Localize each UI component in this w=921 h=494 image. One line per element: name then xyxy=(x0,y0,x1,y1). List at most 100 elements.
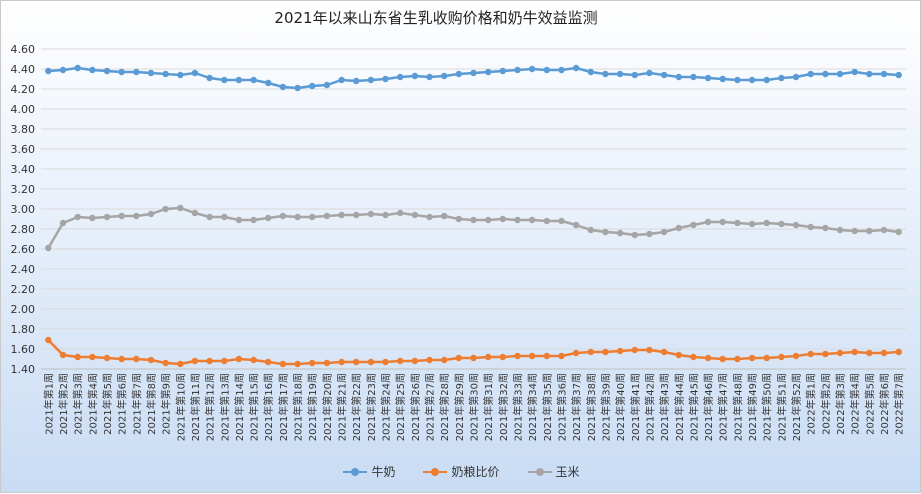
data-point xyxy=(74,64,81,72)
data-point xyxy=(133,355,140,363)
x-tick-label: 2021年第12周 xyxy=(204,373,217,441)
data-point xyxy=(792,73,800,81)
data-point xyxy=(279,360,287,368)
data-point xyxy=(177,204,184,212)
x-tick-label: 2021年第7周 xyxy=(130,373,143,435)
data-point xyxy=(353,211,360,219)
data-point xyxy=(690,353,697,361)
data-point xyxy=(45,244,52,252)
y-tick-label: 3.40 xyxy=(11,163,36,176)
x-tick-label: 2021年第9周 xyxy=(160,373,173,435)
x-tick-label: 2021年第42周 xyxy=(643,373,656,441)
x-tick-label: 2021年第40周 xyxy=(614,373,627,441)
data-point xyxy=(631,71,638,79)
x-tick-label: 2021年第26周 xyxy=(409,373,422,441)
legend-item-corn: 玉米 xyxy=(527,463,580,480)
x-tick-label: 2021年第45周 xyxy=(687,373,700,441)
data-point xyxy=(382,211,389,219)
x-tick-label: 2021年第16周 xyxy=(262,373,275,441)
data-point xyxy=(528,65,536,73)
data-point xyxy=(807,223,814,231)
data-point xyxy=(177,71,184,79)
data-point xyxy=(294,360,301,368)
data-point xyxy=(309,82,316,90)
x-tick-label: 2022年第6周 xyxy=(878,373,891,435)
data-point xyxy=(74,353,81,361)
data-point xyxy=(221,357,228,365)
x-tick-label: 2021年第4周 xyxy=(86,373,99,435)
data-point xyxy=(367,358,375,366)
x-tick-label: 2022年第7周 xyxy=(893,373,906,435)
x-tick-label: 2021年第34周 xyxy=(526,373,539,441)
x-tick-label: 2021年第41周 xyxy=(629,373,642,441)
y-tick-label: 3.80 xyxy=(11,123,36,136)
legend: 牛奶 奶粮比价 玉米 xyxy=(1,463,921,480)
data-point xyxy=(118,68,125,76)
data-point xyxy=(704,354,712,362)
data-point xyxy=(558,352,565,360)
x-tick-label: 2021年第44周 xyxy=(673,373,686,441)
data-point xyxy=(646,69,653,77)
x-tick-label: 2021年第15周 xyxy=(248,373,261,441)
x-tick-label: 2021年第10周 xyxy=(174,373,187,441)
data-point xyxy=(558,66,565,74)
x-tick-label: 2021年第20周 xyxy=(321,373,334,441)
data-point xyxy=(836,349,844,357)
data-point xyxy=(74,213,81,221)
data-point xyxy=(470,354,477,362)
x-tick-label: 2021年第13周 xyxy=(218,373,231,441)
data-point xyxy=(59,351,67,359)
data-point xyxy=(397,357,404,365)
x-tick-label: 2021年第33周 xyxy=(511,373,524,441)
data-point xyxy=(704,218,712,226)
data-point xyxy=(880,70,888,78)
y-tick-label: 4.00 xyxy=(11,103,36,116)
legend-swatch-milk-grain-ratio xyxy=(423,467,448,477)
data-point xyxy=(323,359,331,367)
y-tick-label: 4.40 xyxy=(11,63,36,76)
x-tick-label: 2021年第52周 xyxy=(790,373,803,441)
data-point xyxy=(572,221,580,229)
data-point xyxy=(250,216,257,224)
data-point xyxy=(235,216,243,224)
data-point xyxy=(147,356,155,364)
data-point xyxy=(279,212,287,220)
x-tick-label: 2021年第35周 xyxy=(541,373,554,441)
data-point xyxy=(748,354,756,362)
data-point xyxy=(822,70,829,78)
x-tick-label: 2021年第39周 xyxy=(599,373,612,441)
data-point xyxy=(89,353,96,361)
data-point xyxy=(602,228,609,236)
data-point xyxy=(631,231,638,239)
data-point xyxy=(89,214,96,222)
x-tick-label: 2021年第22周 xyxy=(350,373,363,441)
data-point xyxy=(221,213,228,221)
data-point xyxy=(660,228,668,236)
data-point xyxy=(836,70,844,78)
x-tick-label: 2021年第36周 xyxy=(555,373,568,441)
y-tick-label: 2.00 xyxy=(11,303,36,316)
data-point xyxy=(455,354,462,362)
data-point xyxy=(602,70,609,78)
data-point xyxy=(719,218,726,226)
data-point xyxy=(265,79,272,87)
x-tick-label: 2021年第32周 xyxy=(497,373,510,441)
legend-item-milk-grain-ratio: 奶粮比价 xyxy=(423,463,500,480)
data-point xyxy=(631,346,638,354)
data-point xyxy=(734,76,741,84)
data-point xyxy=(499,67,506,75)
y-tick-label: 3.60 xyxy=(11,143,36,156)
data-point xyxy=(411,72,419,80)
data-point xyxy=(572,349,580,357)
x-tick-label: 2022年第3周 xyxy=(834,373,847,435)
y-tick-label: 1.80 xyxy=(11,323,36,336)
data-point xyxy=(103,354,111,362)
data-point xyxy=(895,348,902,356)
data-point xyxy=(660,71,668,79)
data-point xyxy=(851,348,858,356)
data-point xyxy=(162,205,169,213)
y-tick-label: 4.60 xyxy=(11,43,36,56)
data-point xyxy=(323,212,331,220)
y-tick-label: 1.40 xyxy=(11,363,36,376)
data-point xyxy=(250,356,257,364)
